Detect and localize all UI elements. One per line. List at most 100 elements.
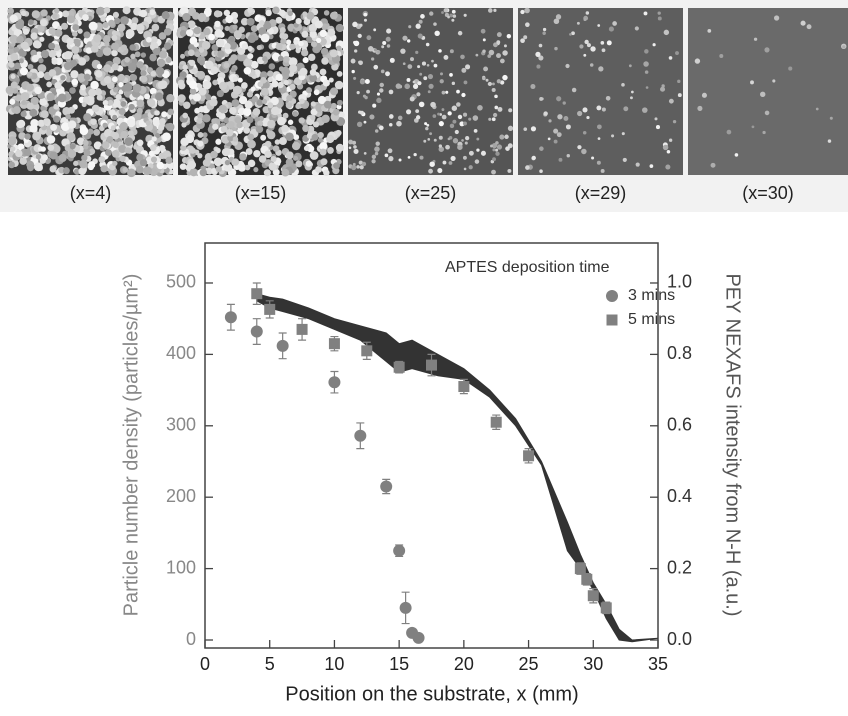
particle bbox=[197, 12, 207, 22]
particle bbox=[96, 63, 103, 70]
particle bbox=[535, 51, 541, 57]
particle bbox=[256, 99, 264, 106]
particle bbox=[132, 83, 142, 93]
particle bbox=[309, 74, 318, 83]
panel-label: (x=15) bbox=[235, 183, 287, 203]
particle bbox=[278, 66, 285, 72]
particle bbox=[694, 58, 701, 64]
micrograph bbox=[688, 8, 848, 175]
particle bbox=[584, 39, 589, 45]
particle bbox=[65, 113, 71, 120]
particle bbox=[167, 108, 175, 116]
particle bbox=[492, 157, 496, 162]
particle bbox=[162, 132, 171, 142]
particle bbox=[120, 130, 129, 139]
particle bbox=[211, 118, 217, 124]
particle bbox=[265, 9, 272, 17]
particle bbox=[425, 126, 429, 131]
particle bbox=[15, 94, 23, 102]
particle bbox=[247, 133, 255, 141]
particle bbox=[415, 115, 421, 120]
particle bbox=[539, 169, 543, 173]
particle bbox=[412, 83, 419, 89]
particle bbox=[199, 168, 208, 177]
particle bbox=[149, 144, 157, 152]
particle bbox=[157, 98, 165, 107]
particle bbox=[298, 117, 305, 124]
particle bbox=[191, 67, 198, 74]
particle bbox=[427, 90, 431, 94]
particle bbox=[69, 87, 76, 94]
particle bbox=[81, 154, 88, 162]
particle bbox=[438, 144, 443, 148]
particle bbox=[321, 114, 330, 123]
particle bbox=[562, 101, 566, 105]
particle bbox=[490, 144, 493, 148]
particle bbox=[597, 137, 601, 140]
particle bbox=[192, 93, 202, 102]
particle bbox=[136, 61, 144, 69]
particle bbox=[279, 27, 286, 34]
particle bbox=[214, 29, 223, 38]
particle bbox=[38, 57, 44, 64]
legend-title: APTES deposition time bbox=[445, 259, 610, 276]
particle bbox=[456, 102, 461, 107]
particle bbox=[28, 19, 34, 26]
particle bbox=[163, 28, 172, 36]
particle bbox=[502, 50, 508, 56]
particle bbox=[487, 54, 492, 58]
particle bbox=[37, 71, 45, 79]
particle bbox=[622, 157, 627, 162]
particle bbox=[400, 48, 406, 54]
particle bbox=[375, 141, 380, 146]
particle bbox=[102, 21, 109, 29]
particle bbox=[26, 164, 35, 172]
particle bbox=[386, 44, 391, 48]
particle bbox=[72, 24, 80, 32]
particle bbox=[407, 64, 413, 69]
particle bbox=[462, 112, 468, 117]
particle bbox=[504, 134, 509, 139]
particle bbox=[244, 164, 251, 171]
particle bbox=[197, 131, 204, 138]
particle bbox=[675, 51, 679, 55]
particle bbox=[581, 148, 587, 155]
particle bbox=[215, 138, 222, 145]
point bbox=[328, 338, 340, 350]
particle bbox=[378, 125, 384, 131]
particle bbox=[306, 11, 315, 20]
particle bbox=[326, 134, 335, 144]
particle bbox=[644, 70, 649, 74]
particle bbox=[117, 23, 126, 32]
particle bbox=[78, 167, 87, 176]
particle bbox=[210, 66, 219, 75]
particle bbox=[336, 45, 342, 51]
particle bbox=[275, 16, 283, 24]
particle bbox=[95, 49, 104, 58]
particle bbox=[17, 19, 24, 26]
particle bbox=[13, 46, 20, 53]
x-tick-label: 25 bbox=[519, 654, 539, 674]
particle bbox=[408, 25, 412, 29]
particle bbox=[356, 121, 363, 128]
y2-tick-label: 0.2 bbox=[667, 557, 692, 577]
particle bbox=[328, 77, 334, 83]
particle bbox=[468, 165, 473, 170]
particle bbox=[600, 41, 605, 45]
particle bbox=[101, 141, 110, 149]
particle bbox=[321, 57, 329, 65]
particle bbox=[407, 156, 411, 159]
particle bbox=[438, 121, 444, 127]
particle bbox=[310, 108, 318, 116]
particle bbox=[23, 148, 32, 157]
particle bbox=[496, 40, 501, 45]
particle bbox=[397, 115, 403, 121]
particle bbox=[663, 29, 670, 36]
particle bbox=[47, 144, 55, 151]
particle bbox=[142, 166, 152, 176]
particle bbox=[566, 153, 570, 158]
particle bbox=[189, 168, 198, 177]
particle bbox=[315, 104, 324, 113]
particle bbox=[461, 139, 464, 142]
particle bbox=[159, 144, 166, 152]
